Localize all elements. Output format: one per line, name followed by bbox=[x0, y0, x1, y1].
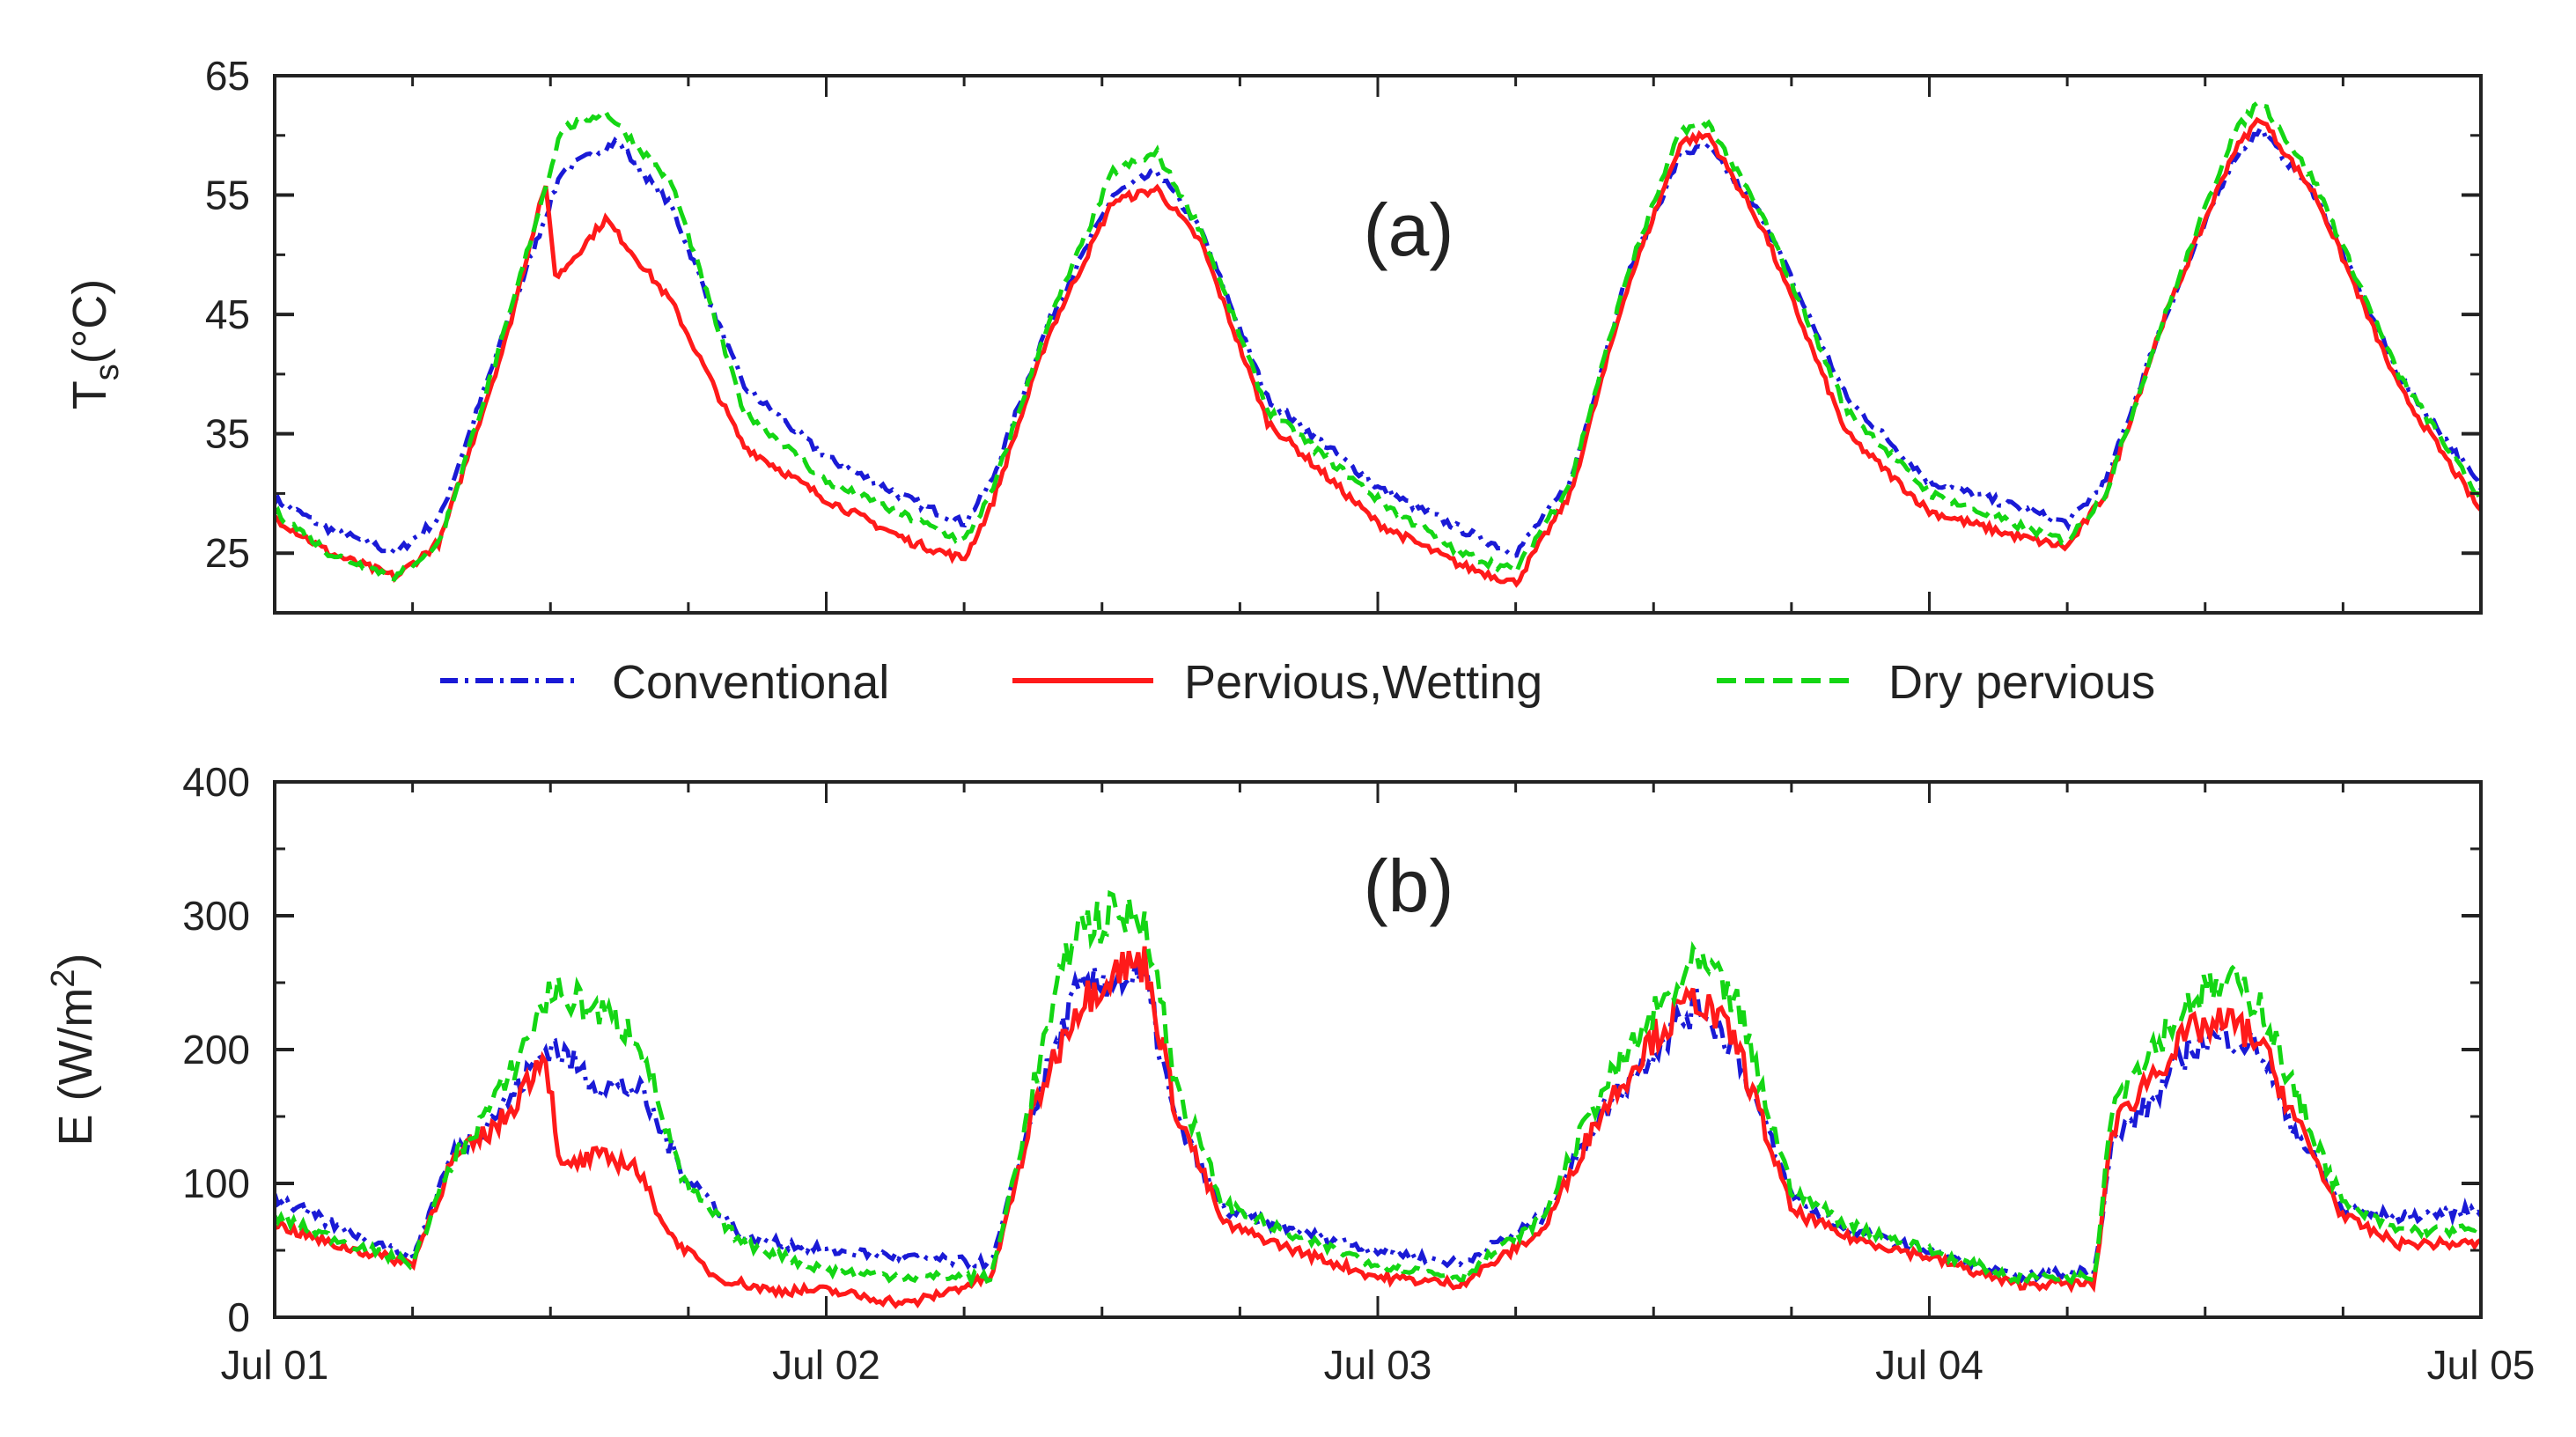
panel-b-series-line-2 bbox=[275, 946, 2481, 1309]
legend: Conventional Pervious,Wetting Dry pervious bbox=[440, 656, 2155, 709]
panel-a-series-line-3 bbox=[275, 100, 2481, 582]
x-tick-label: Jul 01 bbox=[221, 1342, 329, 1388]
legend-label-1: Conventional bbox=[612, 656, 889, 709]
panel-b-y-axis-title: E (W/m2) bbox=[45, 953, 102, 1146]
x-tick-label: Jul 03 bbox=[1324, 1342, 1432, 1388]
panel-a-y-tick-label: 25 bbox=[205, 530, 250, 576]
panel-b-y-axis-title-rest: ) bbox=[49, 953, 102, 969]
panel-a-y-axis-title-rest: (°C) bbox=[63, 279, 116, 365]
panel-b-series-line-1 bbox=[275, 961, 2481, 1284]
panel-a-y-tick-label: 65 bbox=[205, 53, 250, 99]
panel-b-ticks: 0 100 200 300 400 bbox=[182, 759, 2483, 1340]
panel-a-temperature: 25 35 45 55 65 (a) Ts(°C) bbox=[63, 53, 2483, 615]
x-tick-label: Jul 02 bbox=[772, 1342, 880, 1388]
x-tick-label: Jul 04 bbox=[1875, 1342, 1984, 1388]
panel-a-y-tick-label: 55 bbox=[205, 173, 250, 218]
panel-b-y-axis-title-sup: 2 bbox=[45, 969, 82, 987]
panel-a-series bbox=[275, 100, 2481, 588]
panel-b-y-tick-label: 400 bbox=[182, 759, 250, 805]
legend-label-3: Dry pervious bbox=[1888, 656, 2155, 709]
panel-a-y-axis-title-sub: s bbox=[89, 364, 126, 380]
legend-label-2: Pervious,Wetting bbox=[1184, 656, 1542, 709]
panel-b-y-tick-label: 0 bbox=[227, 1294, 250, 1340]
panel-a-y-tick-label: 45 bbox=[205, 291, 250, 337]
panel-a-y-axis-title-main: T bbox=[63, 380, 116, 409]
panel-b-energy: 0 100 200 300 400 (b) E (W/m2) bbox=[45, 759, 2483, 1340]
panel-b-y-tick-label: 200 bbox=[182, 1027, 250, 1072]
panel-b-y-axis-title-main: E (W/m bbox=[49, 988, 102, 1146]
panel-b-series-line-3 bbox=[275, 889, 2481, 1288]
panel-b-series bbox=[275, 889, 2481, 1309]
panel-a-label: (a) bbox=[1364, 188, 1454, 271]
panel-b-y-tick-label: 300 bbox=[182, 893, 250, 939]
panel-a-ticks: 25 35 45 55 65 bbox=[205, 53, 2483, 613]
panel-a-y-axis-title: Ts(°C) bbox=[63, 279, 126, 410]
x-tick-label: Jul 05 bbox=[2427, 1342, 2536, 1388]
panel-b-label: (b) bbox=[1364, 844, 1454, 927]
panel-a-series-line-1 bbox=[275, 124, 2481, 558]
panel-a-y-tick-label: 35 bbox=[205, 411, 250, 457]
x-tick-labels: Jul 01 Jul 02 Jul 03 Jul 04 Jul 05 bbox=[221, 1342, 2536, 1388]
panel-b-y-tick-label: 100 bbox=[182, 1161, 250, 1206]
